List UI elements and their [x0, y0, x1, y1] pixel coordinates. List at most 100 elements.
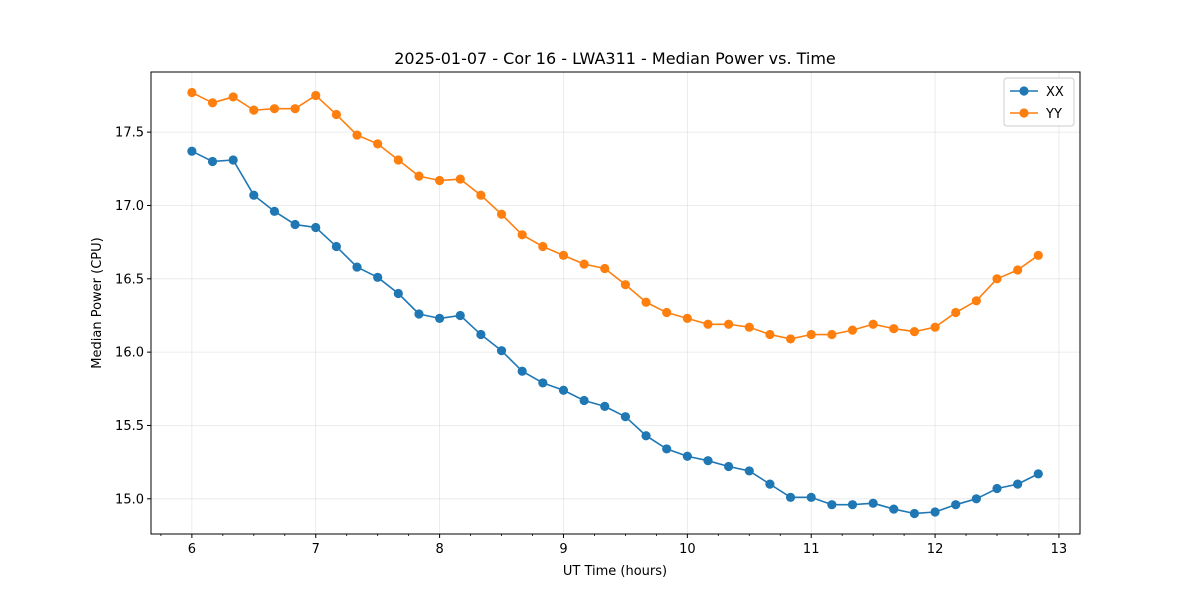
- data-point: [476, 329, 486, 340]
- grid-layer: [151, 72, 1080, 534]
- data-point: [414, 309, 424, 319]
- legend-label-xx: XX: [1046, 85, 1064, 100]
- data-point: [703, 319, 713, 329]
- data-point: [662, 307, 672, 318]
- data-point: [724, 319, 734, 329]
- y-tick-label: 17.0: [115, 199, 144, 214]
- data-point: [496, 346, 507, 356]
- chart-title: 2025-01-07 - Cor 16 - LWA311 - Median Po…: [394, 49, 836, 68]
- legend-label-yy: YY: [1045, 107, 1062, 122]
- data-point: [868, 498, 878, 508]
- data-point: [806, 492, 816, 502]
- data-point: [311, 222, 321, 233]
- data-point: [806, 329, 816, 340]
- data-point: [1013, 479, 1023, 489]
- data-point: [352, 262, 362, 272]
- y-tick-label: 15.5: [115, 419, 144, 434]
- data-point: [620, 280, 631, 290]
- data-point: [393, 288, 403, 299]
- y-tick-label: 17.5: [115, 126, 144, 141]
- y-tick-label: 16.5: [115, 272, 144, 287]
- data-point: [765, 479, 775, 489]
- data-point: [228, 92, 238, 102]
- data-point: [311, 90, 321, 101]
- data-point: [951, 307, 961, 318]
- data-point: [724, 461, 734, 472]
- data-point: [682, 313, 692, 323]
- y-axis-label: Median Power (CPU): [90, 237, 105, 368]
- data-point: [992, 483, 1002, 494]
- data-point: [455, 174, 465, 184]
- data-point: [455, 310, 465, 321]
- data-point: [785, 334, 796, 344]
- data-point: [682, 451, 692, 461]
- data-point: [909, 327, 920, 337]
- data-point: [992, 274, 1002, 284]
- data-point: [847, 325, 858, 335]
- legend: XX YY: [1003, 77, 1075, 127]
- data-point: [269, 206, 280, 216]
- data-point: [600, 401, 610, 411]
- data-point: [414, 171, 424, 181]
- data-point: [600, 263, 610, 274]
- x-tick-label: 13: [1051, 542, 1068, 557]
- data-point: [393, 155, 403, 165]
- data-point: [662, 444, 672, 454]
- data-point: [249, 105, 259, 115]
- data-point: [290, 219, 300, 230]
- data-point: [228, 155, 238, 165]
- data-point: [373, 272, 383, 282]
- data-point: [1033, 250, 1043, 260]
- data-point: [476, 190, 486, 200]
- data-point: [435, 175, 445, 186]
- data-point: [207, 98, 218, 108]
- data-point: [971, 494, 981, 504]
- data-point: [641, 297, 651, 307]
- data-point: [765, 329, 775, 340]
- data-point: [785, 492, 796, 502]
- x-tick-label: 8: [435, 542, 443, 557]
- x-tick-label: 11: [803, 542, 820, 557]
- x-tick-label: 9: [559, 542, 567, 557]
- data-point: [517, 366, 527, 376]
- data-point: [207, 156, 218, 167]
- data-point: [889, 324, 899, 334]
- data-point: [930, 322, 940, 332]
- data-point: [496, 209, 507, 219]
- data-point: [1033, 469, 1043, 479]
- data-point: [331, 241, 341, 252]
- data-point: [331, 109, 341, 120]
- data-point: [290, 104, 300, 114]
- data-point: [558, 385, 569, 395]
- data-point: [827, 500, 837, 510]
- data-point: [558, 250, 569, 260]
- data-point: [1013, 265, 1023, 275]
- data-point: [620, 412, 631, 422]
- data-point: [909, 508, 920, 519]
- data-point: [373, 139, 383, 149]
- data-point: [187, 87, 197, 98]
- data-point: [827, 329, 837, 340]
- data-point: [249, 190, 259, 200]
- data-point: [641, 431, 651, 441]
- data-point: [930, 507, 940, 517]
- data-point: [187, 146, 197, 156]
- x-tick-label: 12: [927, 542, 944, 557]
- data-point: [889, 504, 899, 514]
- data-point: [538, 378, 548, 388]
- x-tick-label: 7: [312, 542, 320, 557]
- data-point: [579, 259, 589, 269]
- x-axis-label: UT Time (hours): [563, 564, 667, 579]
- data-point: [352, 130, 362, 140]
- data-point: [951, 500, 961, 510]
- plot-frame: [150, 71, 1081, 535]
- data-point: [517, 230, 527, 240]
- data-point: [744, 322, 754, 332]
- data-point: [971, 296, 981, 306]
- data-point: [703, 456, 713, 466]
- legend-marker-xx: [1019, 86, 1029, 96]
- data-point: [847, 500, 858, 510]
- data-point: [868, 319, 878, 329]
